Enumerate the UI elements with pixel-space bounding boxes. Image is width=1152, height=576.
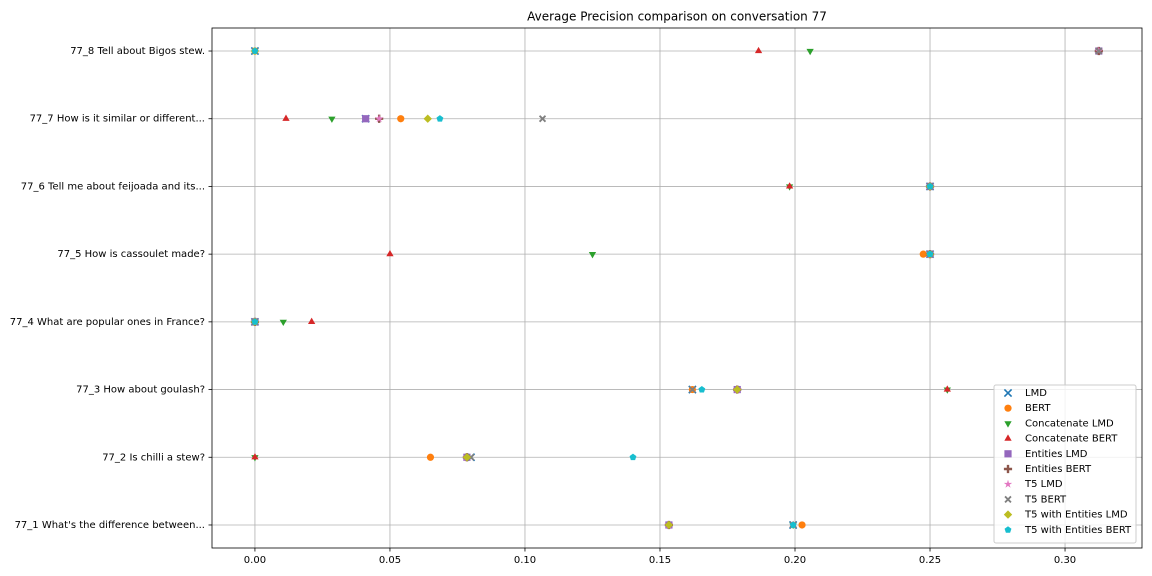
y-tick-label: 77_4 What are popular ones in France? bbox=[10, 317, 205, 328]
point bbox=[919, 250, 927, 258]
x-tick-label: 0.30 bbox=[1054, 555, 1076, 566]
y-tick-label: 77_6 Tell me about feijoada and its... bbox=[21, 181, 205, 192]
point bbox=[926, 182, 934, 190]
point bbox=[282, 114, 290, 121]
point bbox=[374, 114, 384, 123]
x-tick-label: 0.25 bbox=[919, 555, 941, 566]
legend-marker bbox=[1003, 510, 1013, 519]
point bbox=[588, 252, 597, 259]
point bbox=[251, 47, 259, 54]
y-tick-label: 77_1 What's the difference between... bbox=[15, 520, 205, 531]
legend-label: LMD bbox=[1025, 388, 1047, 399]
point bbox=[785, 182, 794, 189]
legend-label: T5 BERT bbox=[1024, 494, 1067, 505]
point bbox=[251, 318, 259, 325]
x-tick-label: 0.20 bbox=[784, 555, 806, 566]
plot-frame bbox=[211, 27, 1143, 549]
legend-label: Concatenate LMD bbox=[1025, 418, 1114, 429]
point bbox=[943, 385, 951, 392]
point bbox=[789, 521, 797, 528]
y-tick-label: 77_7 How is it similar or different... bbox=[30, 114, 205, 125]
point bbox=[698, 385, 706, 393]
y-tick-label: 77_2 Is chilli a stew? bbox=[102, 452, 205, 463]
y-tick-label: 77_5 How is cassoulet made? bbox=[57, 249, 205, 260]
point bbox=[386, 249, 394, 257]
legend-marker bbox=[1003, 388, 1013, 398]
point bbox=[251, 453, 259, 460]
point bbox=[664, 520, 674, 530]
legend-marker bbox=[1004, 450, 1012, 458]
chart-title: Average Precision comparison on conversa… bbox=[527, 10, 827, 24]
series bbox=[251, 47, 934, 528]
point bbox=[688, 385, 696, 394]
point bbox=[1095, 47, 1103, 55]
y-tick-label: 77_3 How about goulash? bbox=[76, 385, 205, 396]
legend-label: T5 LMD bbox=[1024, 479, 1063, 490]
x-tick-label: 0.15 bbox=[649, 555, 671, 566]
x-tick-label: 0.05 bbox=[379, 555, 401, 566]
point bbox=[733, 385, 742, 394]
point bbox=[308, 317, 316, 324]
legend-label: BERT bbox=[1025, 403, 1051, 414]
point bbox=[279, 319, 287, 327]
point bbox=[798, 521, 806, 529]
point bbox=[328, 116, 336, 123]
point bbox=[397, 115, 405, 123]
point bbox=[629, 453, 637, 461]
x-tick-label: 0.10 bbox=[514, 555, 536, 566]
point bbox=[436, 115, 444, 122]
legend-label: T5 with Entities LMD bbox=[1024, 510, 1128, 521]
legend-marker bbox=[1004, 495, 1012, 503]
legend-box bbox=[993, 384, 1137, 544]
legend-marker bbox=[1004, 526, 1012, 533]
point bbox=[362, 115, 370, 123]
point bbox=[423, 114, 432, 123]
legend-marker bbox=[1004, 421, 1012, 428]
point bbox=[926, 250, 934, 258]
x-tick-label: 0.00 bbox=[244, 555, 266, 566]
point bbox=[806, 48, 814, 56]
legend-label: T5 with Entities BERT bbox=[1024, 525, 1132, 536]
legend-marker bbox=[1004, 434, 1012, 441]
legend-label: Entities LMD bbox=[1025, 449, 1088, 460]
point bbox=[538, 115, 547, 123]
legend-marker bbox=[1003, 479, 1013, 488]
legend-marker bbox=[1003, 464, 1013, 474]
legend-label: Concatenate BERT bbox=[1025, 434, 1118, 445]
point bbox=[462, 453, 472, 462]
point bbox=[426, 453, 435, 461]
y-tick-label: 77_8 Tell about Bigos stew. bbox=[70, 46, 205, 57]
point bbox=[754, 46, 763, 54]
legend-label: Entities BERT bbox=[1025, 464, 1092, 475]
legend-marker bbox=[1004, 404, 1012, 412]
legend: LMD BERT Concatenate LMD Concatenate BERT En… bbox=[993, 384, 1137, 544]
